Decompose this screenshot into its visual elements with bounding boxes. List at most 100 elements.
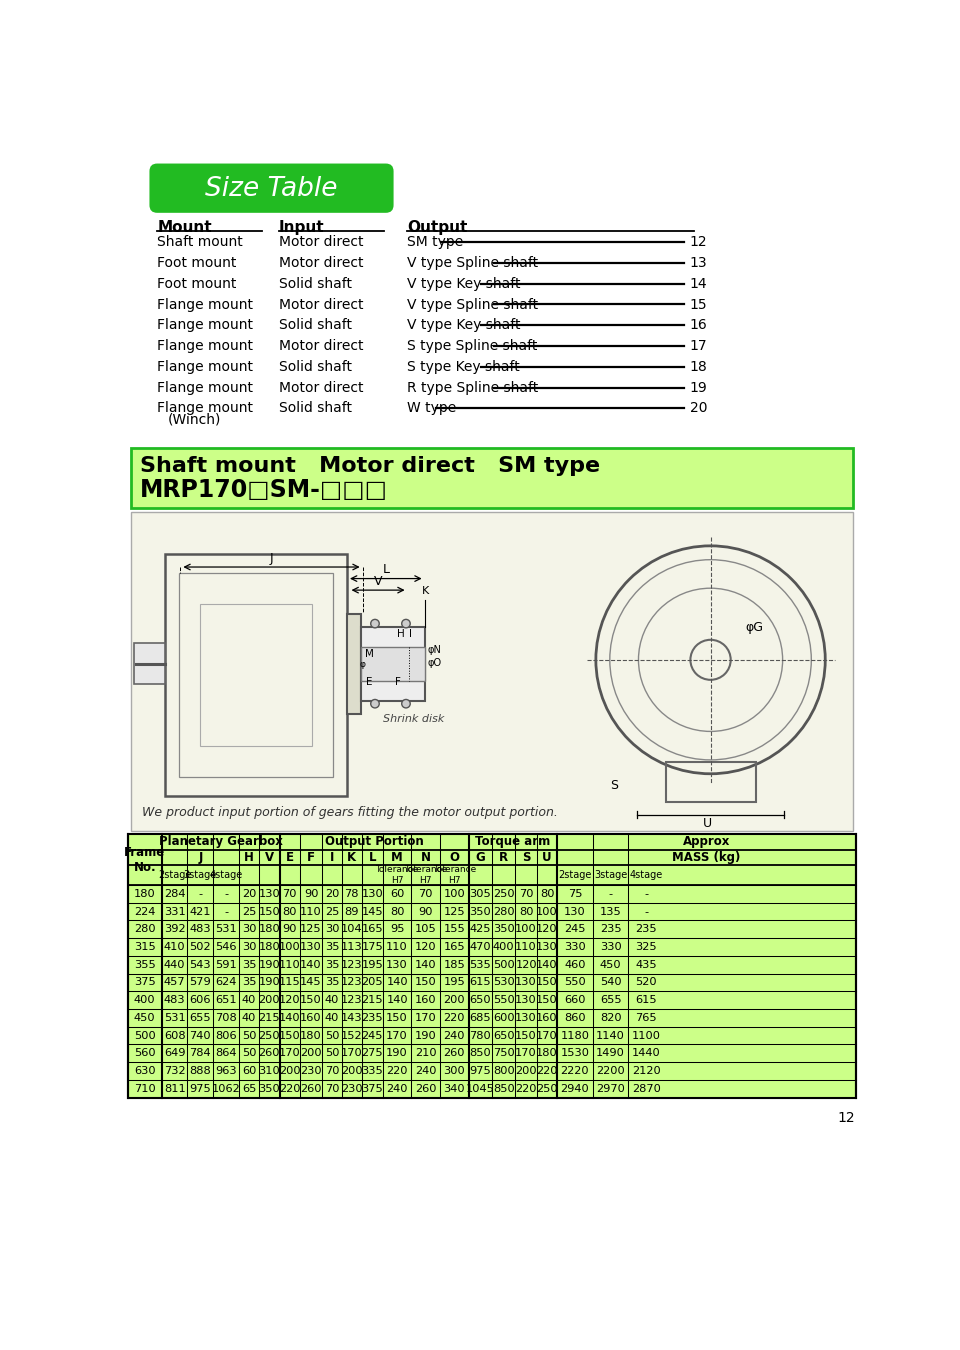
Text: 4stage: 4stage xyxy=(209,869,243,880)
Text: 130: 130 xyxy=(564,907,586,917)
Text: 180: 180 xyxy=(536,1048,558,1058)
Text: 240: 240 xyxy=(444,1030,466,1041)
Text: 190: 190 xyxy=(258,977,280,987)
Text: 50: 50 xyxy=(242,1030,256,1041)
Text: E: E xyxy=(286,850,294,864)
Text: 125: 125 xyxy=(444,907,466,917)
Text: 25: 25 xyxy=(324,907,339,917)
Text: 170: 170 xyxy=(536,1030,558,1041)
Text: 975: 975 xyxy=(189,1084,211,1094)
Text: 100: 100 xyxy=(444,888,466,899)
Text: 220: 220 xyxy=(537,1066,558,1076)
Text: 450: 450 xyxy=(134,1012,156,1023)
Text: 655: 655 xyxy=(189,1012,211,1023)
Text: 195: 195 xyxy=(444,977,466,987)
Text: 230: 230 xyxy=(341,1084,363,1094)
Text: 2200: 2200 xyxy=(596,1066,625,1076)
Text: 105: 105 xyxy=(415,925,437,934)
Text: 305: 305 xyxy=(469,888,492,899)
Text: φN: φN xyxy=(427,645,442,655)
Text: 780: 780 xyxy=(469,1030,492,1041)
Text: Motor direct: Motor direct xyxy=(278,297,364,312)
Text: 543: 543 xyxy=(189,960,211,969)
Text: 1100: 1100 xyxy=(632,1030,660,1041)
Text: Flange mount: Flange mount xyxy=(157,339,253,354)
Text: 140: 140 xyxy=(386,995,408,1006)
Text: Foot mount: Foot mount xyxy=(157,256,236,270)
Circle shape xyxy=(371,620,379,628)
Text: 110: 110 xyxy=(386,942,408,952)
Text: 440: 440 xyxy=(164,960,185,969)
Text: 4stage: 4stage xyxy=(630,869,662,880)
Text: 310: 310 xyxy=(258,1066,280,1076)
Text: 165: 165 xyxy=(362,925,383,934)
Text: 18: 18 xyxy=(689,360,708,374)
Text: Motor direct: Motor direct xyxy=(278,339,364,354)
Text: 110: 110 xyxy=(300,907,322,917)
Bar xyxy=(665,763,756,802)
Text: 608: 608 xyxy=(164,1030,185,1041)
Bar xyxy=(134,643,165,684)
Text: R type Spline shaft: R type Spline shaft xyxy=(407,381,538,394)
Text: J: J xyxy=(270,552,274,564)
Text: 235: 235 xyxy=(636,925,657,934)
Text: 17: 17 xyxy=(689,339,708,354)
Text: 20: 20 xyxy=(242,888,256,899)
Text: 280: 280 xyxy=(134,925,156,934)
Text: Mount: Mount xyxy=(157,220,212,235)
Text: 170: 170 xyxy=(415,1012,437,1023)
Text: 806: 806 xyxy=(215,1030,237,1041)
Text: 500: 500 xyxy=(134,1030,156,1041)
Text: 70: 70 xyxy=(518,888,534,899)
Text: 60: 60 xyxy=(242,1066,256,1076)
Text: 123: 123 xyxy=(341,960,363,969)
Text: 685: 685 xyxy=(469,1012,492,1023)
Text: 470: 470 xyxy=(469,942,492,952)
FancyBboxPatch shape xyxy=(150,163,394,213)
Text: 20: 20 xyxy=(324,888,339,899)
Text: 205: 205 xyxy=(362,977,383,987)
Text: V: V xyxy=(373,575,382,587)
Text: I: I xyxy=(409,629,412,639)
Text: 340: 340 xyxy=(444,1084,466,1094)
Text: 3stage: 3stage xyxy=(183,869,217,880)
Text: 375: 375 xyxy=(134,977,156,987)
Text: 1180: 1180 xyxy=(561,1030,589,1041)
Text: Torque arm: Torque arm xyxy=(475,836,550,848)
Text: 235: 235 xyxy=(600,925,621,934)
Text: 732: 732 xyxy=(164,1066,185,1076)
Text: 331: 331 xyxy=(164,907,185,917)
Text: 185: 185 xyxy=(444,960,466,969)
Text: 75: 75 xyxy=(567,888,582,899)
Text: 400: 400 xyxy=(492,942,515,952)
Text: 350: 350 xyxy=(492,925,515,934)
Text: 864: 864 xyxy=(215,1048,237,1058)
Text: 50: 50 xyxy=(324,1030,339,1041)
Text: φO: φO xyxy=(427,657,442,668)
Text: 150: 150 xyxy=(536,977,558,987)
Text: 860: 860 xyxy=(564,1012,586,1023)
Text: -: - xyxy=(644,907,648,917)
Text: 215: 215 xyxy=(258,1012,280,1023)
Text: Planetary Gearbox: Planetary Gearbox xyxy=(158,836,282,848)
Text: 35: 35 xyxy=(324,942,339,952)
Text: 100: 100 xyxy=(536,907,558,917)
Text: MRP170□SM-□□□: MRP170□SM-□□□ xyxy=(140,478,388,502)
Text: O: O xyxy=(449,850,460,864)
Text: 30: 30 xyxy=(324,925,339,934)
Text: 130: 130 xyxy=(258,888,280,899)
Text: 591: 591 xyxy=(215,960,237,969)
Text: 200: 200 xyxy=(516,1066,537,1076)
Text: 80: 80 xyxy=(390,907,404,917)
Text: 425: 425 xyxy=(469,925,492,934)
Text: 1045: 1045 xyxy=(466,1084,494,1094)
Text: 260: 260 xyxy=(415,1084,437,1094)
Text: 710: 710 xyxy=(134,1084,156,1094)
Text: 150: 150 xyxy=(386,1012,408,1023)
Text: 2stage: 2stage xyxy=(558,869,591,880)
Text: SM type: SM type xyxy=(407,235,463,250)
Text: 280: 280 xyxy=(492,907,515,917)
Text: 140: 140 xyxy=(537,960,558,969)
Text: 1140: 1140 xyxy=(596,1030,625,1041)
Text: 130: 130 xyxy=(536,942,558,952)
